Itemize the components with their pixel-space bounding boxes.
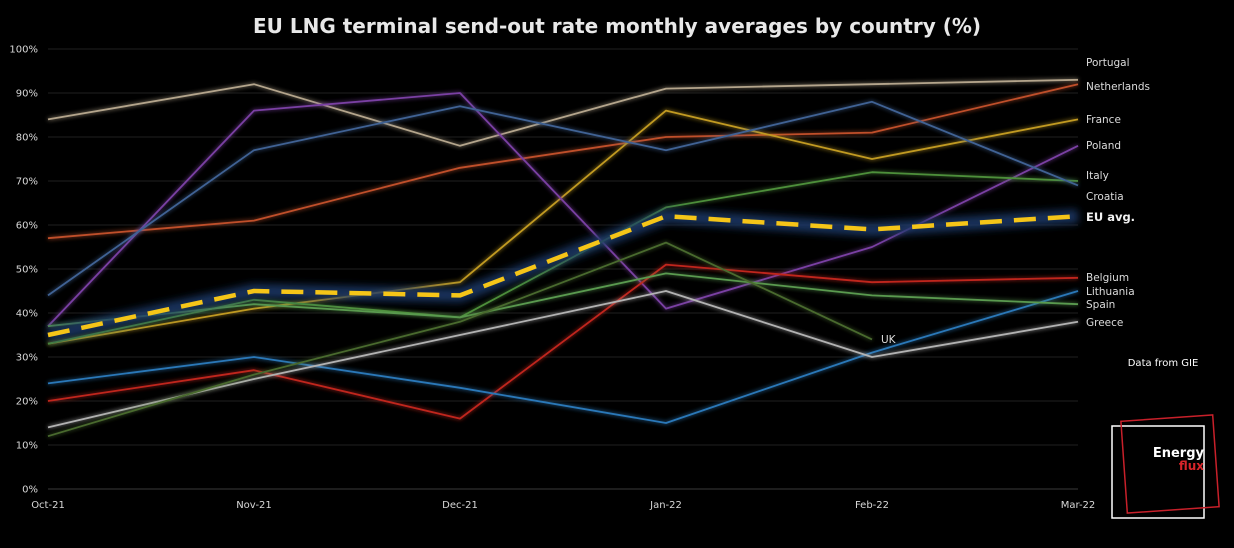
series-label-italy: Italy	[1086, 170, 1109, 182]
series-line	[47, 272, 1079, 328]
data-source-note: Data from GIE	[1128, 358, 1199, 369]
series-label-portugal: Portugal	[1086, 57, 1130, 69]
series-label-uk: UK	[881, 334, 897, 346]
y-tick-label: 50%	[16, 265, 38, 276]
series-label-belgium: Belgium	[1086, 272, 1129, 284]
series-greece	[47, 290, 1079, 429]
series-line	[47, 78, 1079, 147]
series-belgium	[47, 263, 1079, 420]
y-tick-label: 60%	[16, 221, 38, 232]
series-uk	[47, 241, 873, 438]
y-tick-label: 80%	[16, 133, 38, 144]
series-label-poland: Poland	[1086, 140, 1121, 152]
y-tick-label: 90%	[16, 89, 38, 100]
series-label-eu-avg: EU avg.	[1086, 210, 1135, 224]
x-tick-label: Nov-21	[236, 500, 272, 511]
series-line	[47, 213, 1079, 338]
series-line	[47, 290, 1079, 424]
series-label-spain: Spain	[1086, 299, 1115, 311]
series-label-lithuania: Lithuania	[1086, 286, 1135, 298]
series-label-croatia: Croatia	[1086, 191, 1124, 203]
logo-frame-red	[1120, 414, 1220, 514]
gridlines	[48, 48, 1078, 490]
series-line	[47, 100, 1079, 297]
series-france	[47, 109, 1079, 345]
x-tick-label: Dec-21	[442, 500, 478, 511]
series-line	[47, 290, 1079, 429]
series-line	[47, 241, 873, 438]
y-tick-label: 70%	[16, 177, 38, 188]
logo-text-flux: flux	[1179, 459, 1204, 473]
series-eu-avg	[46, 209, 1079, 342]
y-tick-label: 20%	[16, 397, 38, 408]
series-lithuania	[47, 290, 1079, 424]
series-lines	[46, 78, 1079, 438]
y-tick-label: 0%	[22, 485, 38, 496]
series-labels: Portugal Netherlands France Poland Italy Croa…	[881, 57, 1150, 346]
series-line	[47, 263, 1079, 420]
logo-text-energy: Energy	[1153, 446, 1205, 461]
y-tick-label: 40%	[16, 309, 38, 320]
x-axis: Oct-21 Nov-21 Dec-21 Jan-22 Feb-22 Mar-22	[31, 500, 1095, 511]
x-tick-label: Jan-22	[649, 500, 682, 511]
series-label-netherlands: Netherlands	[1086, 81, 1150, 93]
y-tick-label: 30%	[16, 353, 38, 364]
logo-frame-white	[1111, 425, 1205, 519]
series-line	[47, 83, 1079, 240]
series-spain	[47, 272, 1079, 328]
series-label-greece: Greece	[1086, 317, 1123, 329]
y-tick-label: 100%	[9, 45, 38, 56]
energyflux-logo: Energy flux	[1111, 414, 1220, 519]
x-tick-label: Feb-22	[855, 500, 889, 511]
y-tick-label: 10%	[16, 441, 38, 452]
series-label-france: France	[1086, 114, 1121, 126]
y-axis: 0% 10% 20% 30% 40% 50% 60% 70% 80% 90% 100%	[9, 45, 38, 496]
series-croatia	[47, 100, 1079, 297]
series-portugal	[47, 78, 1079, 147]
series-netherlands	[47, 83, 1079, 240]
x-tick-label: Oct-21	[31, 500, 65, 511]
chart-title: EU LNG terminal send-out rate monthly av…	[253, 14, 981, 38]
x-tick-label: Mar-22	[1061, 500, 1096, 511]
series-line	[47, 109, 1079, 345]
